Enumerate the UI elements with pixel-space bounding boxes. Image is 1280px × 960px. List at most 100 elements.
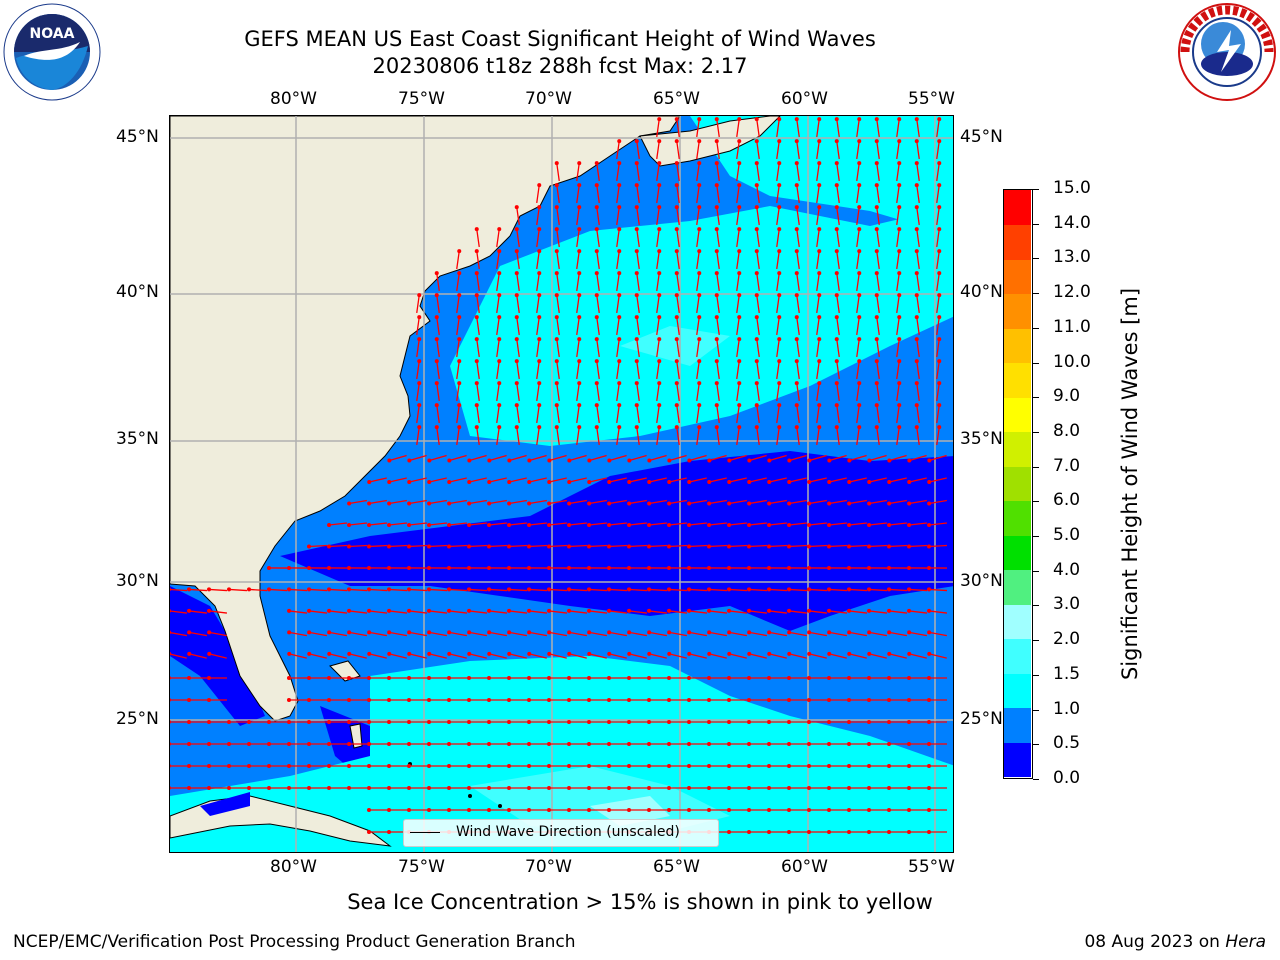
colorbar-tick-mark [1033, 327, 1039, 329]
wind-arrow-head [857, 425, 862, 430]
wind-arrow-head [767, 764, 771, 768]
wind-arrow-head [554, 161, 559, 166]
wind-arrow [369, 499, 387, 505]
wind-arrow-head [657, 227, 662, 232]
wind-arrow-head [487, 630, 492, 635]
wind-arrow-head [474, 249, 479, 254]
wind-arrow-head [507, 544, 512, 549]
wind-arrow [348, 588, 368, 592]
wind-arrow-head [367, 544, 372, 549]
wind-arrow [828, 588, 848, 592]
wind-arrow-head [657, 315, 662, 320]
wind-arrow [616, 272, 620, 292]
wind-arrow-head [587, 808, 591, 812]
wind-arrow-head [527, 808, 531, 812]
wind-arrow-head [937, 315, 942, 320]
wind-arrow [816, 206, 820, 226]
wind-arrow [716, 184, 720, 204]
wind-arrow-head [874, 117, 879, 122]
wind-arrow-head [674, 381, 679, 386]
wind-arrow [916, 184, 920, 204]
wind-arrow [536, 206, 540, 226]
wind-arrow-head [327, 587, 332, 592]
wind-arrow-head [594, 337, 599, 342]
wind-arrow-head [434, 425, 439, 430]
footer-host: Hera [1225, 932, 1266, 952]
wind-arrow-head [587, 742, 591, 746]
wind-wave-arrows [170, 117, 948, 834]
wind-arrow-head [807, 830, 811, 834]
wind-arrow [936, 338, 940, 358]
wind-arrow-head [427, 786, 431, 790]
wind-arrow-head [707, 480, 712, 485]
wind-arrow [476, 272, 480, 292]
wind-arrow [428, 544, 448, 548]
wind-arrow-head [657, 271, 662, 276]
wind-arrow-head [447, 480, 452, 485]
wind-arrow [488, 522, 508, 526]
wind-arrow-head [817, 139, 822, 144]
colorbar-tick-mark [1033, 293, 1039, 295]
wind-arrow-head [634, 227, 639, 232]
wind-arrow-head [367, 830, 371, 834]
wind-arrow-head [487, 742, 491, 746]
wind-arrow [916, 118, 920, 138]
wind-arrow-head [287, 651, 292, 656]
wind-arrow-head [807, 698, 811, 702]
colorbar-tick-label: 12.0 [1053, 282, 1091, 303]
wind-arrow-head [667, 458, 672, 463]
wind-arrow-head [347, 676, 351, 680]
wind-arrow [908, 522, 928, 526]
wind-arrow [209, 631, 227, 637]
wind-arrow-head [407, 501, 412, 506]
wind-arrow [616, 250, 620, 270]
wind-arrow-head [794, 139, 799, 144]
wind-arrow [829, 499, 847, 505]
wind-arrow [676, 140, 680, 160]
wind-arrow [736, 316, 740, 336]
wind-arrow [829, 631, 847, 637]
wind-arrow [809, 499, 827, 505]
wind-arrow [488, 544, 508, 548]
wind-arrow-head [587, 608, 592, 613]
wind-arrow [429, 477, 447, 483]
wind-arrow [476, 338, 480, 358]
wind-arrow-head [307, 676, 311, 680]
wind-arrow [889, 631, 907, 637]
wind-arrow-head [927, 720, 931, 724]
wind-arrow-head [687, 698, 691, 702]
wind-arrow [576, 316, 580, 336]
wind-arrow [868, 544, 888, 548]
wind-arrow [916, 250, 920, 270]
colorbar-segment [1004, 259, 1031, 295]
wind-arrow [328, 588, 348, 592]
wind-arrow-head [567, 480, 572, 485]
lat-tick-left: 35°N [116, 429, 159, 449]
wind-arrow [676, 272, 680, 292]
wind-arrow-head [207, 786, 211, 790]
lat-tick-right: 35°N [960, 429, 1003, 449]
wind-arrow-head [867, 764, 871, 768]
wind-arrow-head [627, 608, 632, 613]
wind-arrow-head [737, 249, 742, 254]
wind-arrow-head [807, 480, 812, 485]
wind-arrow [636, 316, 640, 336]
wind-arrow-head [347, 698, 351, 702]
wind-arrow [728, 610, 748, 614]
wind-arrow [776, 338, 780, 358]
wind-arrow [549, 454, 567, 462]
wind-arrow-head [170, 630, 172, 635]
wind-arrow-head [287, 764, 291, 768]
wind-arrow [568, 588, 588, 592]
wind-arrow [809, 653, 827, 659]
footer-org: NCEP/EMC/Verification Post Processing Pr… [13, 932, 576, 952]
wind-arrow [936, 316, 940, 336]
wind-arrow-head [407, 522, 412, 527]
wind-arrow-head [617, 249, 622, 254]
wind-arrow-head [634, 359, 639, 364]
wind-arrow [716, 206, 720, 226]
wind-arrow-head [627, 480, 632, 485]
wind-arrow-head [547, 698, 551, 702]
lat-tick-left: 40°N [116, 282, 159, 302]
lon-tick-bottom: 60°W [781, 857, 828, 877]
